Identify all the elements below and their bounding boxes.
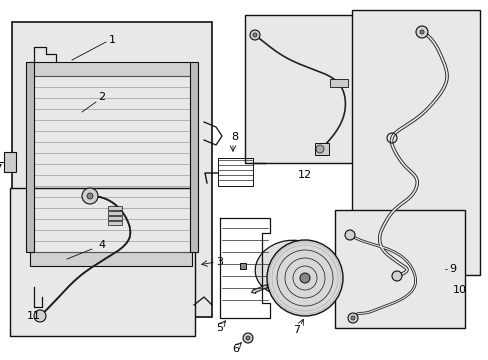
Bar [30,252,192,266]
Circle shape [243,333,252,343]
Bar [218,158,252,186]
Bar [334,210,464,328]
Text: 9: 9 [448,264,456,274]
Circle shape [266,240,342,316]
Text: 12: 12 [297,170,311,180]
Circle shape [252,33,257,37]
Bar [12,22,212,317]
Bar [351,10,479,275]
Circle shape [299,273,309,283]
Bar [244,15,374,163]
FancyArrow shape [251,285,267,293]
Circle shape [82,188,98,204]
Circle shape [391,271,401,281]
Bar [108,216,122,220]
Text: 4: 4 [98,240,105,250]
Bar [10,188,195,336]
Text: 8: 8 [231,132,238,142]
Circle shape [87,193,93,199]
Ellipse shape [255,240,324,296]
Bar [190,62,198,252]
Circle shape [245,336,249,340]
Bar [108,211,122,215]
Circle shape [345,230,354,240]
Circle shape [419,30,423,34]
Text: 11: 11 [27,311,41,321]
Bar [108,206,122,210]
Text: 10: 10 [452,285,466,295]
Circle shape [415,26,427,38]
Text: 7: 7 [293,325,300,335]
Text: 6: 6 [232,344,239,354]
Text: 1: 1 [108,35,115,45]
Text: 3: 3 [216,257,223,267]
Bar [30,62,192,76]
Bar [329,79,347,87]
Bar [4,152,16,172]
Circle shape [350,316,354,320]
Text: 5: 5 [216,323,223,333]
Circle shape [347,313,357,323]
Circle shape [315,145,324,153]
Text: 2: 2 [98,92,105,102]
Bar [240,263,245,269]
Circle shape [34,310,46,322]
Bar [314,143,328,155]
Bar [108,221,122,225]
Bar [26,62,34,252]
Circle shape [249,30,260,40]
